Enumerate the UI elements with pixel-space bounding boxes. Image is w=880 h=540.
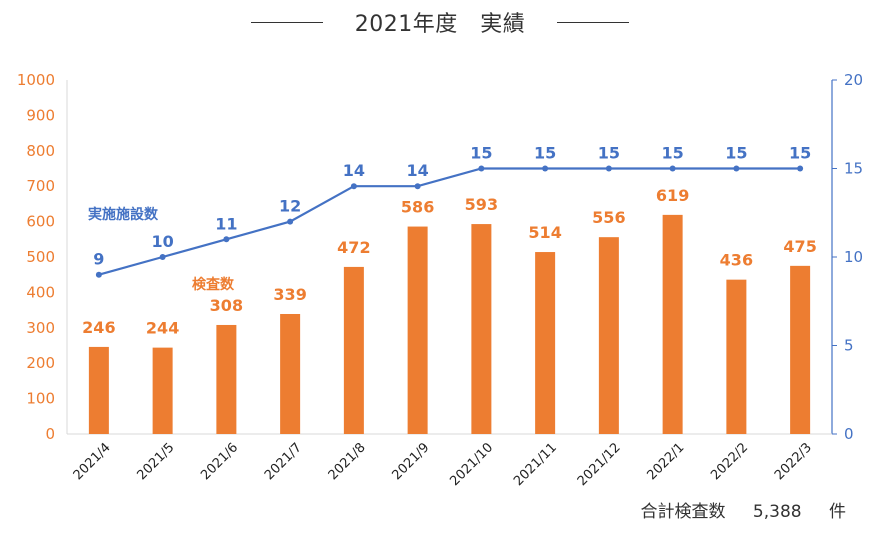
line-point [542, 165, 549, 172]
x-tick-label: 2021/10 [447, 440, 496, 489]
line-point [159, 254, 166, 260]
line-series-path [98, 167, 801, 276]
line-point [478, 165, 485, 172]
line-point [797, 165, 804, 172]
line-point [350, 183, 357, 190]
x-tick-label: 2021/7 [262, 440, 305, 483]
right-tick-label: 15 [844, 160, 863, 178]
line-value-label: 15 [534, 144, 556, 163]
bar [535, 252, 556, 434]
bar [471, 224, 492, 434]
left-tick-label: 700 [26, 177, 55, 195]
title-rule-left [250, 21, 323, 23]
x-tick-label: 2022/1 [644, 440, 687, 483]
left-tick-label: 200 [26, 354, 55, 372]
x-tick-label: 2021/8 [326, 440, 369, 483]
left-tick-label: 1000 [17, 71, 55, 89]
x-tick-label: 2022/2 [708, 440, 751, 483]
line-point [414, 183, 421, 190]
left-tick-label: 400 [26, 283, 55, 301]
line-point [287, 218, 294, 225]
x-tick-label: 2021/9 [389, 440, 432, 483]
line-value-label: 14 [343, 161, 365, 180]
line-value-label: 14 [406, 161, 428, 180]
left-tick-label: 500 [26, 248, 55, 266]
bar [343, 266, 364, 434]
bar-value-label: 244 [146, 319, 179, 338]
right-tick-label: 10 [844, 248, 863, 266]
bar-value-label: 246 [82, 318, 115, 337]
line-value-label: 15 [661, 144, 683, 163]
bar [280, 313, 301, 434]
bar-value-label: 436 [720, 251, 753, 270]
bar [152, 347, 173, 434]
bar-value-label: 619 [656, 186, 689, 205]
bar [216, 324, 237, 434]
left-tick-label: 800 [26, 142, 55, 160]
right-tick-label: 0 [844, 425, 854, 443]
left-tick-label: 100 [26, 390, 55, 408]
line-value-label: 12 [279, 197, 301, 216]
line-value-label: 15 [598, 144, 620, 163]
line-value-label: 10 [151, 232, 173, 251]
title-rule-right [557, 21, 630, 23]
total-unit: 件 [829, 502, 846, 522]
line-point [223, 236, 230, 243]
left-tick-label: 900 [26, 106, 55, 124]
chart-title: 2021年度 実績 [354, 12, 526, 37]
line-value-label: 15 [470, 144, 492, 163]
left-tick-label: 300 [26, 319, 55, 337]
bar-value-label: 472 [337, 238, 370, 257]
line-point [669, 165, 676, 172]
bar-value-label: 475 [783, 237, 816, 256]
line-value-label: 11 [215, 214, 237, 233]
total-label: 合計検査数 [640, 502, 726, 522]
bar [726, 279, 747, 434]
bar-value-label: 593 [465, 195, 498, 214]
x-tick-label: 2021/6 [198, 440, 241, 483]
line-point [95, 271, 102, 278]
bar-value-label: 339 [273, 285, 306, 304]
x-tick-label: 2021/11 [511, 440, 560, 489]
left-tick-label: 600 [26, 213, 55, 231]
x-tick-label: 2021/5 [134, 440, 177, 483]
line-value-label: 15 [725, 144, 747, 163]
chart-title-area: 2021年度 実績 [0, 4, 880, 40]
bar [790, 265, 811, 434]
series-label-tests: 検査数 [192, 276, 235, 293]
line-value-label: 9 [93, 250, 104, 269]
left-tick-label: 0 [45, 425, 55, 443]
bar-value-label: 586 [401, 198, 434, 217]
bar-value-label: 514 [528, 223, 561, 242]
bar [88, 346, 109, 434]
x-tick-label: 2021/4 [71, 440, 114, 483]
line-value-label: 15 [789, 144, 811, 163]
right-tick-label: 5 [844, 337, 854, 355]
total-value: 5,388 [752, 502, 802, 522]
bar [662, 214, 683, 434]
bar-value-label: 308 [210, 296, 243, 315]
right-tick-label: 20 [844, 71, 863, 89]
x-tick-label: 2022/3 [772, 440, 815, 483]
line-point [605, 165, 612, 172]
bar-value-label: 556 [592, 208, 625, 227]
bar [407, 226, 428, 434]
x-tick-label: 2021/12 [575, 440, 624, 489]
line-point [733, 165, 740, 172]
series-label-facilities: 実施施設数 [88, 206, 159, 223]
bar [598, 237, 619, 434]
total-summary: 合計検査数 5,388 件 [635, 497, 846, 522]
